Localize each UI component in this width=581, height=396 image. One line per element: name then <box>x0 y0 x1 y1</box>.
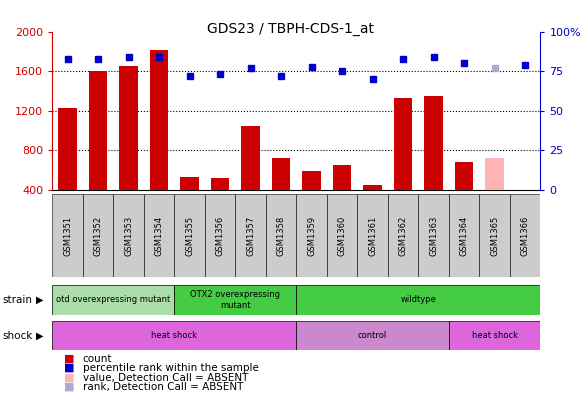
Text: otd overexpressing mutant: otd overexpressing mutant <box>56 295 170 305</box>
Text: heat shock: heat shock <box>472 331 518 340</box>
Text: GSM1352: GSM1352 <box>94 215 102 256</box>
Bar <box>120 66 138 190</box>
Text: GSM1361: GSM1361 <box>368 215 377 256</box>
FancyBboxPatch shape <box>52 285 174 315</box>
Bar <box>486 158 504 190</box>
FancyBboxPatch shape <box>52 321 296 350</box>
FancyBboxPatch shape <box>296 285 540 315</box>
FancyBboxPatch shape <box>144 194 174 277</box>
FancyBboxPatch shape <box>388 194 418 277</box>
Bar <box>516 190 535 192</box>
Bar <box>150 50 168 190</box>
Text: GSM1359: GSM1359 <box>307 215 316 256</box>
FancyBboxPatch shape <box>174 285 296 315</box>
Text: OTX2 overexpressing
mutant: OTX2 overexpressing mutant <box>191 290 280 310</box>
Bar <box>424 96 443 190</box>
Text: GSM1365: GSM1365 <box>490 215 499 256</box>
Text: GSM1363: GSM1363 <box>429 215 438 256</box>
Text: GSM1355: GSM1355 <box>185 215 194 256</box>
Text: GSM1353: GSM1353 <box>124 215 133 256</box>
Bar <box>242 126 260 190</box>
Bar <box>89 71 107 190</box>
Text: strain: strain <box>3 295 33 305</box>
Text: GSM1356: GSM1356 <box>216 215 224 256</box>
Text: control: control <box>358 331 387 340</box>
Text: GSM1366: GSM1366 <box>521 215 529 256</box>
Text: rank, Detection Call = ABSENT: rank, Detection Call = ABSENT <box>83 382 243 392</box>
Bar <box>394 98 413 190</box>
Text: ▶: ▶ <box>36 331 44 341</box>
Text: GDS23 / TBPH-CDS-1_at: GDS23 / TBPH-CDS-1_at <box>207 22 374 36</box>
FancyBboxPatch shape <box>235 194 266 277</box>
FancyBboxPatch shape <box>52 194 83 277</box>
Text: wildtype: wildtype <box>400 295 436 305</box>
Bar <box>455 162 473 190</box>
Text: shock: shock <box>3 331 33 341</box>
Text: GSM1362: GSM1362 <box>399 215 407 256</box>
FancyBboxPatch shape <box>83 194 113 277</box>
FancyBboxPatch shape <box>357 194 388 277</box>
Text: GSM1351: GSM1351 <box>63 215 72 256</box>
FancyBboxPatch shape <box>205 194 235 277</box>
FancyBboxPatch shape <box>510 194 540 277</box>
Text: percentile rank within the sample: percentile rank within the sample <box>83 363 259 373</box>
Text: ▶: ▶ <box>36 295 44 305</box>
Text: ■: ■ <box>64 363 74 373</box>
Text: GSM1357: GSM1357 <box>246 215 255 256</box>
Text: GSM1364: GSM1364 <box>460 215 468 256</box>
Bar <box>364 185 382 190</box>
Text: GSM1354: GSM1354 <box>155 215 163 256</box>
FancyBboxPatch shape <box>296 194 327 277</box>
FancyBboxPatch shape <box>327 194 357 277</box>
FancyBboxPatch shape <box>174 194 205 277</box>
Bar <box>303 171 321 190</box>
Bar <box>272 158 290 190</box>
Text: heat shock: heat shock <box>151 331 198 340</box>
Text: count: count <box>83 354 112 364</box>
Text: GSM1360: GSM1360 <box>338 215 346 256</box>
FancyBboxPatch shape <box>479 194 510 277</box>
Bar <box>333 165 351 190</box>
FancyBboxPatch shape <box>266 194 296 277</box>
Bar <box>181 177 199 190</box>
FancyBboxPatch shape <box>418 194 449 277</box>
FancyBboxPatch shape <box>449 194 479 277</box>
Text: GSM1358: GSM1358 <box>277 215 285 256</box>
Bar <box>58 108 77 190</box>
Bar <box>211 178 229 190</box>
FancyBboxPatch shape <box>449 321 540 350</box>
Text: value, Detection Call = ABSENT: value, Detection Call = ABSENT <box>83 373 248 383</box>
FancyBboxPatch shape <box>296 321 449 350</box>
FancyBboxPatch shape <box>113 194 144 277</box>
Text: ■: ■ <box>64 354 74 364</box>
Text: ■: ■ <box>64 373 74 383</box>
Text: ■: ■ <box>64 382 74 392</box>
